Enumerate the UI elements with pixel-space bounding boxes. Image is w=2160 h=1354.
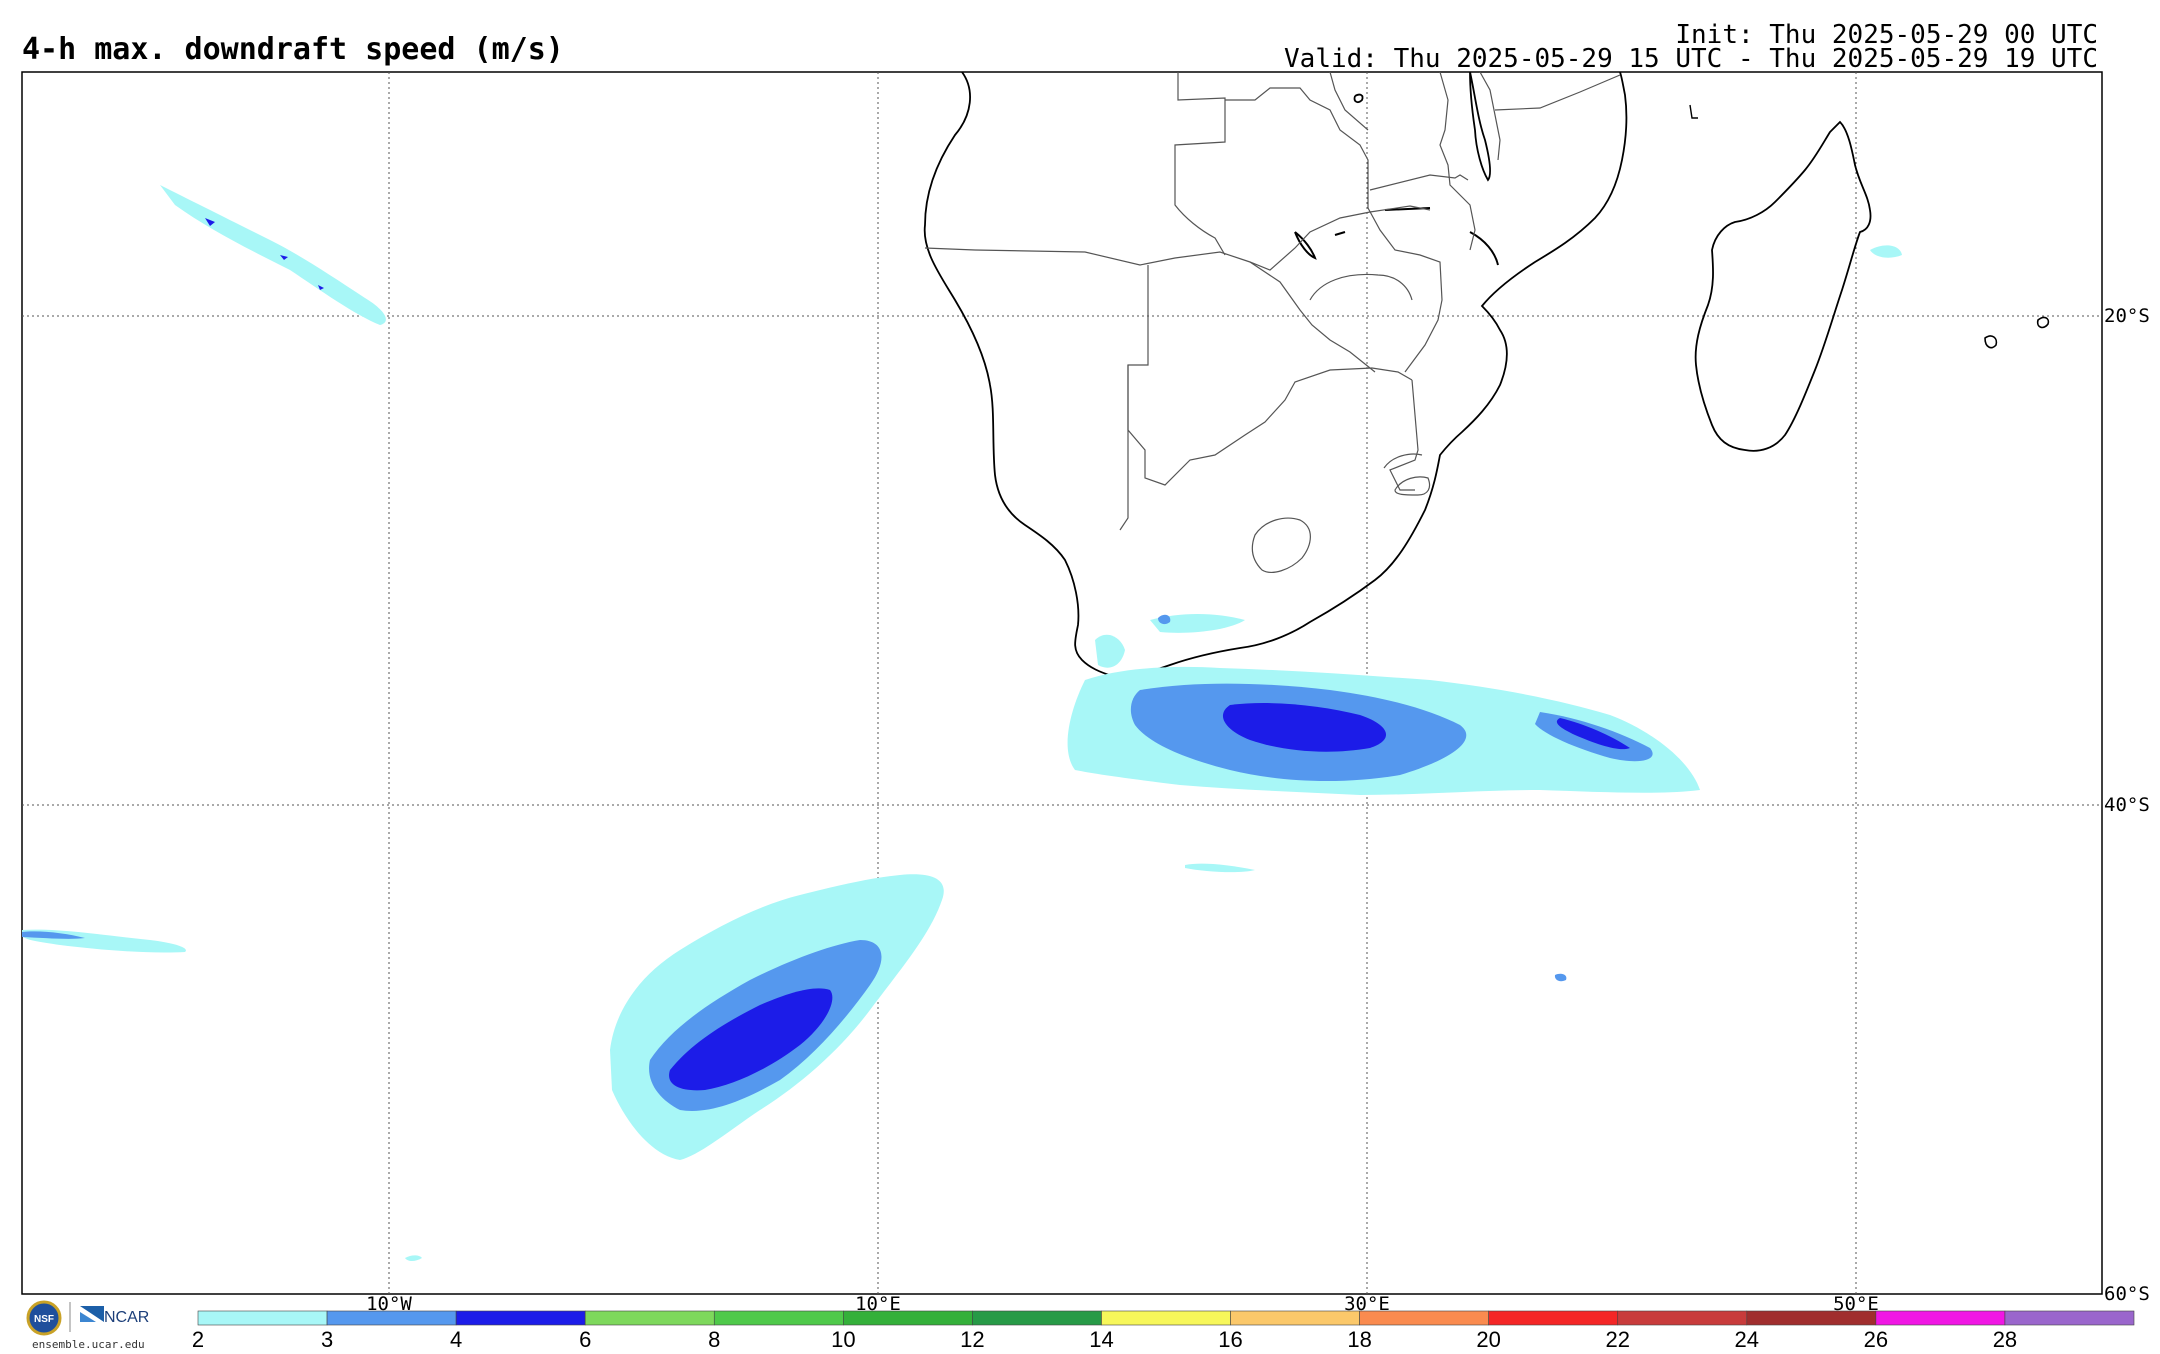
country-borders — [924, 71, 1621, 573]
africa-coastline — [923, 71, 1628, 678]
colorbar-tick-label: 10 — [831, 1327, 855, 1352]
colorbar-segment — [1875, 1310, 2006, 1326]
colorbar-segment — [1617, 1310, 1748, 1326]
credit-url: ensemble.ucar.edu — [32, 1338, 145, 1351]
colorbar-tick-label: 12 — [960, 1327, 984, 1352]
nsf-logo: NSF — [26, 1300, 62, 1336]
valid-time: Valid: Thu 2025-05-29 15 UTC - Thu 2025-… — [1284, 44, 2098, 74]
colorbar-tick-label: 2 — [192, 1327, 204, 1352]
comoros-island — [1689, 104, 1698, 119]
map-frame — [21, 71, 2103, 1295]
colorbar-tick-label: 16 — [1218, 1327, 1242, 1352]
colorbar-segment — [2004, 1310, 2135, 1326]
madagascar — [1694, 120, 1872, 452]
colorbar-tick-label: 4 — [450, 1327, 462, 1352]
colorbar: 2 3 4 6 8 10 12 14 16 18 20 22 24 26 28 — [192, 1310, 2135, 1352]
colorbar-tick-label: 22 — [1605, 1327, 1629, 1352]
colorbar-tick-label: 14 — [1089, 1327, 1113, 1352]
lon-label-10w: 10°W — [366, 1293, 412, 1315]
lake-tanganyika-tip — [1353, 93, 1364, 103]
colorbar-segment — [972, 1310, 1102, 1326]
colorbar-segment — [584, 1310, 715, 1326]
colorbar-tick-label: 3 — [321, 1327, 333, 1352]
colorbar-segment — [713, 1310, 844, 1326]
lat-label-60s: 60°S — [2104, 1283, 2150, 1305]
colorbar-segment — [197, 1310, 328, 1326]
colorbar-tick-label: 26 — [1864, 1327, 1888, 1352]
colorbar-tick-label: 24 — [1735, 1327, 1759, 1352]
colorbar-segment — [326, 1310, 457, 1326]
colorbar-tick-label: 18 — [1347, 1327, 1371, 1352]
colorbar-segment — [1230, 1310, 1360, 1326]
colorbar-tick-label: 8 — [708, 1327, 720, 1352]
colorbar-tick-label: 20 — [1476, 1327, 1500, 1352]
colorbar-segment — [1101, 1310, 1231, 1326]
colorbar-tick-label: 6 — [579, 1327, 591, 1352]
ncar-logo-text: NCAR — [104, 1309, 149, 1326]
nsf-logo-text: NSF — [34, 1314, 54, 1325]
lat-label-20s: 20°S — [2104, 305, 2150, 327]
colorbar-segment — [1746, 1310, 1877, 1326]
lake-malawi — [1469, 71, 1492, 182]
lon-label-50e: 50°E — [1833, 1293, 1879, 1315]
downdraft-blob-atlantic — [610, 874, 944, 1160]
colorbar-segment — [455, 1310, 586, 1326]
init-time: Init: Thu 2025-05-29 00 UTC — [1675, 20, 2098, 50]
reunion-island — [1984, 335, 1998, 349]
colorbar-segment — [843, 1310, 973, 1326]
map-title: 4-h max. downdraft speed (m/s) — [22, 32, 564, 67]
colorbar-segment — [1359, 1310, 1489, 1326]
lat-label-40s: 40°S — [2104, 794, 2150, 816]
colorbar-tick-label: 28 — [1993, 1327, 2017, 1352]
downdraft-band-south-africa — [1067, 614, 1700, 795]
lon-label-10e: 10°E — [855, 1293, 901, 1315]
mauritius-island — [2036, 316, 2050, 329]
ncar-logo: NCAR — [80, 1306, 149, 1326]
lon-label-30e: 30°E — [1344, 1293, 1390, 1315]
colorbar-segment — [1488, 1310, 1619, 1326]
downdraft-scattered — [22, 185, 1902, 1261]
